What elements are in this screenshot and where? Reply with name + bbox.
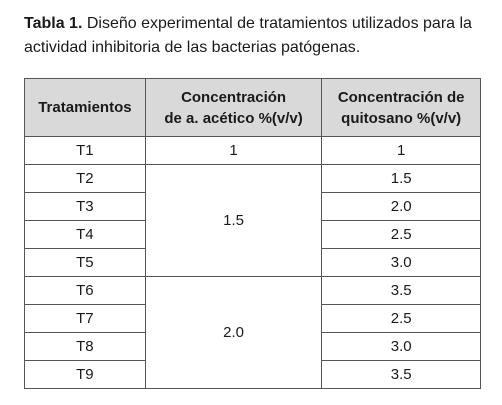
header-cell: Concentración de quitosano %(v/v) [321,78,481,137]
acetic-cell: 2.0 [144,276,323,389]
caption-label: Tabla 1. [24,15,83,32]
table-row: T1 1 1 [24,136,481,165]
treatment-cell: T3 [24,192,146,221]
chitosan-cell: 2.5 [321,304,481,333]
header-line: Tratamientos [38,99,132,116]
table-row: T6 2.0 3.5 [24,276,481,389]
header-line: de a. acético %(v/v) [164,109,303,127]
treatment-cell: T2 [24,164,146,193]
chitosan-cell: 1 [321,136,481,165]
caption: Tabla 1. Diseño experimental de tratamie… [24,12,494,60]
chitosan-cell: 3.0 [321,248,481,277]
table-row: T2 1.5 1.5 [24,164,481,277]
treatment-cell: T4 [24,220,146,249]
acetic-cell: 1 [144,136,323,165]
treatment-cell: T7 [24,304,146,333]
table-row: T4 2.5 [24,220,481,249]
header-line: Concentración de [337,88,465,106]
table-row: T8 3.0 [24,332,481,361]
chitosan-cell: 3.5 [321,276,481,305]
treatment-cell: T6 [24,276,146,305]
table-row: T7 2.5 [24,304,481,333]
table-body: T1 1 1 T2 1.5 1.5 T3 2.0 T4 2.5 T5 3.0 T6 2.0 3.5 T7 2.5… [24,136,481,389]
treatment-cell: T1 [24,136,146,165]
caption-text: Diseño experimental de tratamientos util… [24,15,472,56]
treatment-cell: T8 [24,332,146,361]
treatment-cell: T5 [24,248,146,277]
table-row: T9 3.5 [24,360,481,389]
header-cell: Tratamientos [24,78,146,137]
table-row: T3 2.0 [24,192,481,221]
table-row: T5 3.0 [24,248,481,277]
acetic-cell: 1.5 [144,164,323,277]
header-cell: Concentración de a. acético %(v/v) [144,78,323,137]
chitosan-cell: 3.5 [321,360,481,389]
header-line: Concentración [181,88,287,106]
treatment-cell: T9 [24,360,146,389]
chitosan-cell: 2.0 [321,192,481,221]
header-line: quitosano %(v/v) [341,109,462,127]
header-row: Tratamientos Concentración de a. acético %… [24,78,481,137]
chitosan-cell: 2.5 [321,220,481,249]
chitosan-cell: 3.0 [321,332,481,361]
chitosan-cell: 1.5 [321,164,481,193]
table: Tratamientos Concentración de a. acético %… [24,78,481,389]
